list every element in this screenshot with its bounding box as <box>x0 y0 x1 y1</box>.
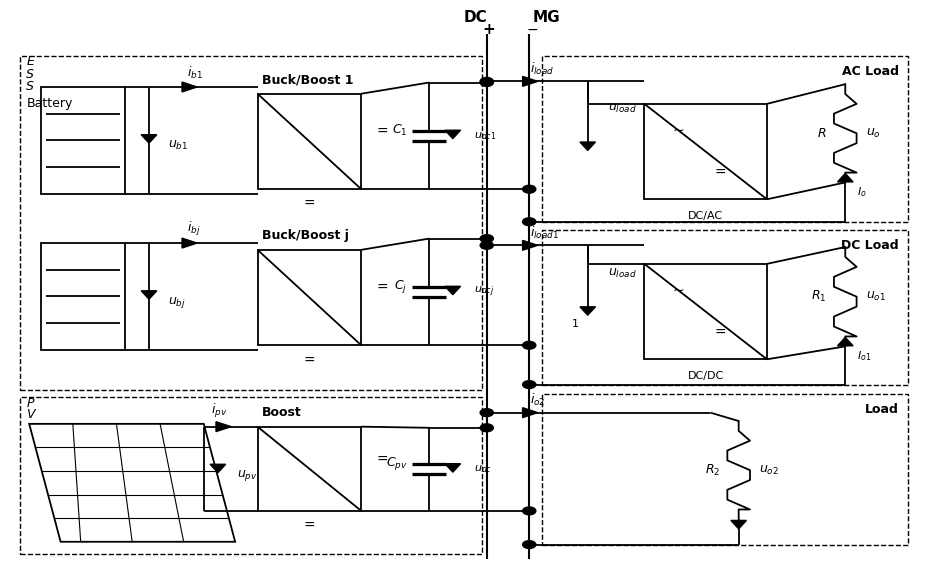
Text: $u_{pv}$: $u_{pv}$ <box>236 468 257 483</box>
Text: =: = <box>715 325 726 340</box>
Polygon shape <box>445 464 460 472</box>
Text: $i_{load1}$: $i_{load1}$ <box>530 225 559 241</box>
Polygon shape <box>141 291 157 299</box>
Circle shape <box>480 79 493 86</box>
Polygon shape <box>837 174 853 182</box>
Circle shape <box>480 424 493 431</box>
Circle shape <box>480 78 493 85</box>
Text: $u_{bj}$: $u_{bj}$ <box>168 294 186 310</box>
Text: S: S <box>27 67 34 81</box>
Text: =: = <box>304 519 315 533</box>
Text: =: = <box>304 197 315 211</box>
Polygon shape <box>29 424 235 541</box>
Text: E: E <box>27 55 34 68</box>
Circle shape <box>480 409 493 417</box>
Bar <box>20 56 482 390</box>
Text: $I_o$: $I_o$ <box>857 185 866 200</box>
Text: $u_{o1}$: $u_{o1}$ <box>866 290 886 303</box>
Circle shape <box>523 185 536 193</box>
Polygon shape <box>523 240 538 250</box>
Text: +: + <box>482 22 495 37</box>
Text: =: = <box>376 281 388 295</box>
Polygon shape <box>731 521 747 529</box>
Text: Buck/Boost j: Buck/Boost j <box>262 229 349 242</box>
Polygon shape <box>445 286 460 295</box>
Text: Battery: Battery <box>27 98 73 111</box>
Bar <box>543 394 908 544</box>
Text: $u_{load}$: $u_{load}$ <box>608 266 637 280</box>
Text: $u_{dc}$: $u_{dc}$ <box>474 463 493 475</box>
Circle shape <box>523 380 536 388</box>
Bar <box>41 87 125 194</box>
Text: $R$: $R$ <box>817 127 827 140</box>
Polygon shape <box>141 135 157 143</box>
Text: V: V <box>27 408 35 421</box>
Polygon shape <box>837 337 853 346</box>
Text: $R_1$: $R_1$ <box>811 289 827 304</box>
Text: MG: MG <box>532 10 560 25</box>
Text: =: = <box>376 125 388 139</box>
Text: $C_1$: $C_1$ <box>392 122 407 138</box>
Circle shape <box>480 242 493 249</box>
Bar <box>257 94 362 189</box>
Text: =: = <box>304 353 315 367</box>
Circle shape <box>523 507 536 515</box>
Bar <box>644 264 767 359</box>
Text: =: = <box>715 166 726 180</box>
Text: ~: ~ <box>673 124 684 138</box>
Circle shape <box>523 541 536 548</box>
Bar <box>543 230 908 384</box>
Text: DC: DC <box>463 10 488 25</box>
Text: Boost: Boost <box>262 406 302 419</box>
Text: 1: 1 <box>572 319 579 329</box>
Text: $u_{o2}$: $u_{o2}$ <box>759 464 779 477</box>
Polygon shape <box>580 142 595 150</box>
Text: AC Load: AC Load <box>842 65 899 78</box>
Text: $u_{dc1}$: $u_{dc1}$ <box>474 130 497 142</box>
Text: $u_{b1}$: $u_{b1}$ <box>168 139 188 153</box>
Text: S: S <box>27 80 34 93</box>
Polygon shape <box>216 422 232 431</box>
Text: $i_{bj}$: $i_{bj}$ <box>187 220 200 238</box>
Text: P: P <box>27 396 34 409</box>
Bar <box>644 104 767 199</box>
Bar <box>543 56 908 222</box>
Bar <box>257 250 362 345</box>
Text: $i_{b1}$: $i_{b1}$ <box>187 65 202 81</box>
Text: $i_{o2}$: $i_{o2}$ <box>530 392 546 408</box>
Polygon shape <box>523 408 538 417</box>
Polygon shape <box>182 238 197 248</box>
Circle shape <box>523 341 536 349</box>
Text: DC Load: DC Load <box>842 239 899 252</box>
Text: $C_j$: $C_j$ <box>395 278 407 295</box>
Bar <box>20 397 482 554</box>
Bar <box>257 427 362 511</box>
Text: −: − <box>527 23 538 37</box>
Polygon shape <box>523 77 538 86</box>
Text: $R_2$: $R_2$ <box>704 463 719 478</box>
Text: $i_{load}$: $i_{load}$ <box>530 61 554 77</box>
Text: $i_{pv}$: $i_{pv}$ <box>212 402 228 420</box>
Text: =: = <box>376 454 388 467</box>
Text: DC/AC: DC/AC <box>688 211 723 221</box>
Polygon shape <box>182 82 197 92</box>
Text: $C_{pv}$: $C_{pv}$ <box>386 455 407 472</box>
Text: Buck/Boost 1: Buck/Boost 1 <box>262 73 354 86</box>
Text: $u_{load}$: $u_{load}$ <box>608 102 637 116</box>
Polygon shape <box>210 464 226 473</box>
Text: $I_{o1}$: $I_{o1}$ <box>857 350 871 363</box>
Text: DC/DC: DC/DC <box>687 371 724 381</box>
Circle shape <box>480 235 493 243</box>
Circle shape <box>523 218 536 226</box>
Text: $u_o$: $u_o$ <box>866 127 881 140</box>
Text: $u_{dcj}$: $u_{dcj}$ <box>474 285 495 299</box>
Polygon shape <box>445 130 460 139</box>
Polygon shape <box>580 307 595 315</box>
Text: ~: ~ <box>673 284 684 298</box>
Bar <box>41 243 125 350</box>
Text: Load: Load <box>865 403 899 416</box>
